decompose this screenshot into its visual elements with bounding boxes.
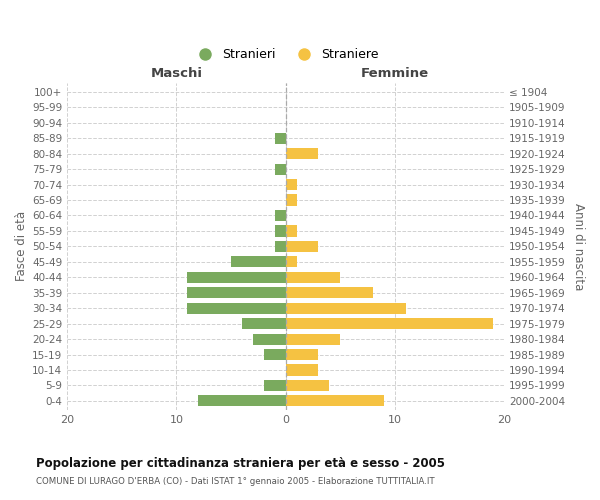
Bar <box>275 132 286 144</box>
Text: Femmine: Femmine <box>361 68 429 80</box>
Text: COMUNE DI LURAGO D'ERBA (CO) - Dati ISTAT 1° gennaio 2005 - Elaborazione TUTTITA: COMUNE DI LURAGO D'ERBA (CO) - Dati ISTA… <box>36 478 434 486</box>
Y-axis label: Fasce di età: Fasce di età <box>15 212 28 282</box>
Bar <box>275 210 286 221</box>
Bar <box>187 287 286 298</box>
Bar <box>286 349 319 360</box>
Bar <box>187 302 286 314</box>
Bar <box>275 241 286 252</box>
Bar <box>286 318 493 329</box>
Bar <box>286 241 319 252</box>
Bar <box>264 380 286 391</box>
Bar <box>286 302 406 314</box>
Bar <box>286 272 340 283</box>
Bar <box>242 318 286 329</box>
Bar <box>286 226 296 236</box>
Bar <box>275 164 286 174</box>
Y-axis label: Anni di nascita: Anni di nascita <box>572 202 585 290</box>
Bar <box>198 396 286 406</box>
Bar <box>286 396 384 406</box>
Bar <box>286 256 296 268</box>
Text: Maschi: Maschi <box>151 68 202 80</box>
Bar <box>286 194 296 205</box>
Bar <box>187 272 286 283</box>
Bar <box>275 226 286 236</box>
Bar <box>286 287 373 298</box>
Bar <box>286 334 340 344</box>
Legend: Stranieri, Straniere: Stranieri, Straniere <box>188 43 383 66</box>
Bar <box>286 148 319 160</box>
Bar <box>286 179 296 190</box>
Text: Popolazione per cittadinanza straniera per età e sesso - 2005: Popolazione per cittadinanza straniera p… <box>36 458 445 470</box>
Bar <box>253 334 286 344</box>
Bar <box>286 380 329 391</box>
Bar <box>264 349 286 360</box>
Bar <box>286 364 319 376</box>
Bar <box>231 256 286 268</box>
